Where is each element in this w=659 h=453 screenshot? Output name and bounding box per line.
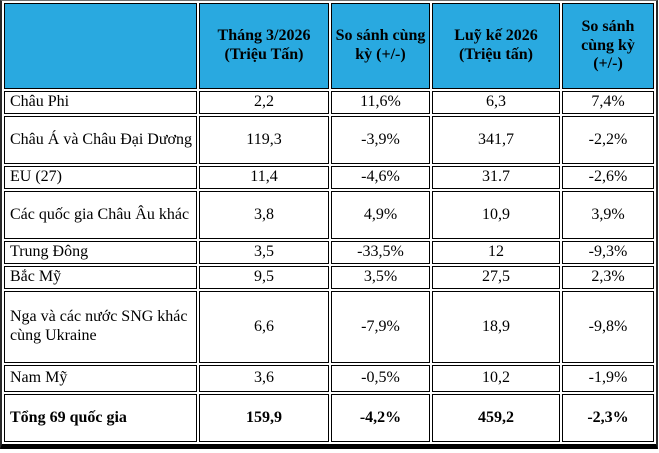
- region-label: Trung Đông: [4, 241, 197, 264]
- ytd-volume: 10,2: [432, 365, 560, 392]
- ytd-volume: 459,2: [432, 394, 560, 442]
- header-ytd-volume: Luỹ kế 2026 (Triệu tấn): [432, 3, 560, 89]
- row-nam-my: Nam Mỹ 3,6 -0,5% 10,2 -1,9%: [4, 365, 654, 392]
- table-body: Châu Phi 2,2 11,6% 6,3 7,4% Châu Á và Ch…: [4, 91, 654, 442]
- ytd-yoy: -1,9%: [562, 365, 654, 392]
- month-volume: 2,2: [199, 91, 329, 114]
- table-header-row: Tháng 3/2026 (Triệu Tấn) So sánh cùng kỳ…: [4, 3, 654, 89]
- month-yoy: 4,9%: [331, 191, 430, 239]
- ytd-volume: 31.7: [432, 166, 560, 189]
- region-label: Châu Phi: [4, 91, 197, 114]
- ytd-volume: 12: [432, 241, 560, 264]
- row-total-69-countries: Tổng 69 quốc gia 159,9 -4,2% 459,2 -2,3%: [4, 394, 654, 442]
- month-volume: 119,3: [199, 116, 329, 164]
- ytd-yoy: -2,3%: [562, 394, 654, 442]
- row-chau-au-khac: Các quốc gia Châu Âu khác 3,8 4,9% 10,9 …: [4, 191, 654, 239]
- month-volume: 6,6: [199, 291, 329, 363]
- month-yoy: -33,5%: [331, 241, 430, 264]
- ytd-volume: 6,3: [432, 91, 560, 114]
- row-eu-27: EU (27) 11,4 -4,6% 31.7 -2,6%: [4, 166, 654, 189]
- ytd-volume: 10,9: [432, 191, 560, 239]
- ytd-yoy: -9,8%: [562, 291, 654, 363]
- month-volume: 159,9: [199, 394, 329, 442]
- ytd-volume: 27,5: [432, 266, 560, 289]
- row-bac-my: Bắc Mỹ 9,5 3,5% 27,5 2,3%: [4, 266, 654, 289]
- region-label: Châu Á và Châu Đại Dương: [4, 116, 197, 164]
- month-volume: 9,5: [199, 266, 329, 289]
- region-label: EU (27): [4, 166, 197, 189]
- month-volume: 3,6: [199, 365, 329, 392]
- ytd-yoy: -9,3%: [562, 241, 654, 264]
- region-label: Nga và các nước SNG khác cùng Ukraine: [4, 291, 197, 363]
- month-yoy: 11,6%: [331, 91, 430, 114]
- month-yoy: -0,5%: [331, 365, 430, 392]
- ytd-yoy: -2,2%: [562, 116, 654, 164]
- row-chau-phi: Châu Phi 2,2 11,6% 6,3 7,4%: [4, 91, 654, 114]
- month-yoy: -3,9%: [331, 116, 430, 164]
- region-label: Bắc Mỹ: [4, 266, 197, 289]
- ytd-yoy: 3,9%: [562, 191, 654, 239]
- month-volume: 3,5: [199, 241, 329, 264]
- ytd-volume: 341,7: [432, 116, 560, 164]
- row-nga-sng-ukraine: Nga và các nước SNG khác cùng Ukraine 6,…: [4, 291, 654, 363]
- region-label: Nam Mỹ: [4, 365, 197, 392]
- table-header: Tháng 3/2026 (Triệu Tấn) So sánh cùng kỳ…: [4, 3, 654, 89]
- header-month-yoy: So sánh cùng kỳ (+/-): [331, 3, 430, 89]
- row-trung-dong: Trung Đông 3,5 -33,5% 12 -9,3%: [4, 241, 654, 264]
- header-ytd-yoy: So sánh cùng kỳ (+/-): [562, 3, 654, 89]
- ytd-yoy: 7,4%: [562, 91, 654, 114]
- ytd-yoy: -2,6%: [562, 166, 654, 189]
- month-yoy: -4,6%: [331, 166, 430, 189]
- month-yoy: -4,2%: [331, 394, 430, 442]
- month-volume: 11,4: [199, 166, 329, 189]
- region-label: Các quốc gia Châu Âu khác: [4, 191, 197, 239]
- month-yoy: 3,5%: [331, 266, 430, 289]
- month-volume: 3,8: [199, 191, 329, 239]
- ytd-volume: 18,9: [432, 291, 560, 363]
- header-month-volume: Tháng 3/2026 (Triệu Tấn): [199, 3, 329, 89]
- ytd-yoy: 2,3%: [562, 266, 654, 289]
- region-label: Tổng 69 quốc gia: [4, 394, 197, 442]
- month-yoy: -7,9%: [331, 291, 430, 363]
- header-region-blank: [4, 3, 197, 89]
- row-chau-a-chau-dai-duong: Châu Á và Châu Đại Dương 119,3 -3,9% 341…: [4, 116, 654, 164]
